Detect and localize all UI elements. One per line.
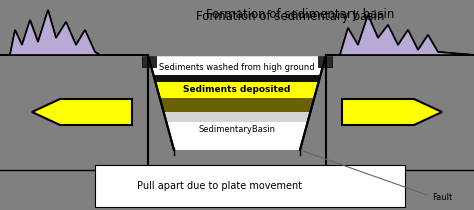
FancyArrow shape — [32, 99, 132, 125]
Polygon shape — [164, 112, 310, 122]
Text: SedimentaryBasin: SedimentaryBasin — [199, 126, 275, 134]
Polygon shape — [326, 15, 474, 55]
Text: Sediments deposited: Sediments deposited — [183, 84, 291, 93]
Text: Formation of sedimentary basin: Formation of sedimentary basin — [206, 8, 394, 21]
Polygon shape — [160, 98, 314, 112]
Polygon shape — [148, 55, 326, 150]
Bar — [95, 165, 405, 207]
Text: Sediments washed from high ground: Sediments washed from high ground — [159, 63, 315, 72]
Polygon shape — [326, 15, 474, 55]
Bar — [318, 55, 332, 67]
Polygon shape — [155, 82, 319, 98]
FancyArrow shape — [342, 99, 442, 125]
Text: Fault: Fault — [432, 193, 452, 202]
Bar — [326, 55, 474, 170]
Text: Formation of sedimentary basin: Formation of sedimentary basin — [196, 10, 384, 23]
Bar — [142, 55, 156, 67]
Bar — [0, 55, 148, 170]
Bar — [0, 0, 474, 55]
Polygon shape — [0, 10, 148, 55]
Polygon shape — [154, 75, 320, 82]
Polygon shape — [0, 10, 148, 55]
Text: Pull apart due to plate movement: Pull apart due to plate movement — [137, 181, 302, 191]
